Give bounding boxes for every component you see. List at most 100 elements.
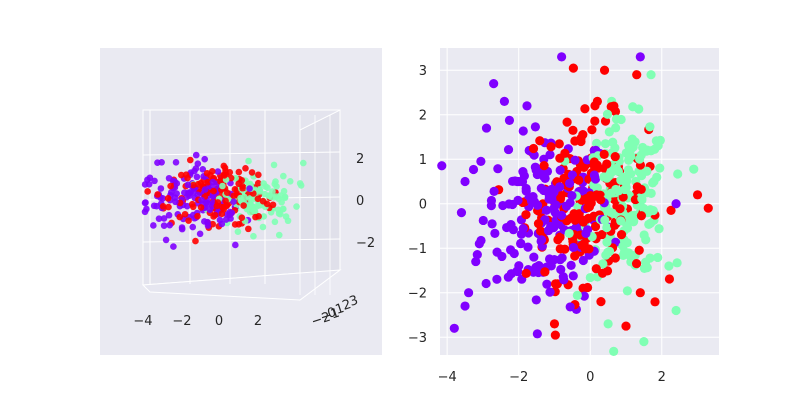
- scatter-point: [532, 169, 542, 180]
- scatter-point: [579, 239, 589, 249]
- scatter-point: [160, 215, 168, 222]
- scatter-point: [608, 208, 618, 219]
- x-tick-label: −4: [133, 314, 152, 329]
- scatter-point: [493, 164, 503, 174]
- scatter-point: [555, 232, 565, 242]
- z-tick-label: 0: [356, 194, 364, 209]
- scatter-point: [242, 165, 249, 172]
- scatter-point: [197, 204, 205, 211]
- scatter-point: [299, 159, 307, 167]
- scatter-point: [533, 218, 544, 229]
- scatter-point: [204, 178, 212, 186]
- scatter-point: [635, 288, 645, 298]
- scatter-point: [297, 182, 305, 189]
- scatter-point: [259, 223, 267, 231]
- scatter-point: [554, 139, 564, 149]
- scatter-point: [460, 301, 470, 311]
- scatter-point: [578, 186, 588, 196]
- scatter-point: [532, 329, 542, 339]
- scatter-point: [519, 171, 529, 181]
- scatter-point: [605, 169, 615, 179]
- scatter-point: [512, 266, 522, 276]
- scatter-point: [153, 202, 160, 210]
- scatter-point: [196, 230, 204, 238]
- scatter-point: [293, 203, 300, 210]
- scatter-point: [602, 159, 612, 169]
- scatter-point: [273, 183, 280, 190]
- scatter-point: [626, 169, 636, 179]
- scatter-point: [561, 201, 572, 211]
- scatter-point: [167, 182, 174, 190]
- scatter-point: [240, 202, 247, 209]
- scatter-point: [234, 228, 242, 235]
- scatter-point: [222, 216, 230, 223]
- scatter-point: [280, 187, 288, 195]
- scatter-point: [591, 264, 601, 274]
- scatter-point: [254, 179, 262, 187]
- scatter-point: [648, 178, 658, 188]
- scatter-point: [189, 181, 197, 189]
- scatter-point: [172, 159, 180, 166]
- scatter-point: [481, 278, 491, 289]
- z-tick-label: −2: [356, 236, 375, 251]
- scatter-point: [540, 173, 550, 184]
- scatter-point: [239, 184, 246, 192]
- scatter-point: [544, 194, 554, 204]
- scatter-point: [568, 63, 578, 73]
- scatter-point: [689, 164, 699, 174]
- scatter-point: [255, 213, 262, 220]
- scatter-point: [578, 255, 588, 266]
- scatter-point: [535, 136, 545, 146]
- scatter-point: [653, 141, 663, 151]
- scatter-point: [600, 116, 611, 126]
- scatter-point: [568, 242, 579, 253]
- scatter-point: [502, 222, 512, 233]
- scatter-point: [193, 173, 201, 181]
- scatter-point: [272, 193, 280, 200]
- scatter-point: [188, 200, 196, 208]
- scatter-point: [602, 109, 613, 119]
- scatter-point: [198, 196, 205, 204]
- x-tick-label: 0: [215, 314, 223, 329]
- x-tick-label: −4: [438, 370, 457, 385]
- scatter-point: [201, 155, 209, 163]
- scatter-point: [639, 337, 649, 347]
- scatter-point: [549, 319, 560, 329]
- floor-pane: [141, 269, 342, 301]
- scatter-point: [154, 191, 161, 198]
- scatter-point: [521, 183, 531, 194]
- x-tick-label: −2: [172, 314, 191, 329]
- scatter-point: [271, 218, 279, 226]
- scatter-point: [634, 154, 645, 164]
- scatter-point: [546, 142, 556, 152]
- x-tick-label: −2: [509, 370, 528, 385]
- scatter-point: [568, 271, 578, 281]
- scatter-point: [449, 323, 459, 333]
- scatter-point: [504, 199, 514, 209]
- scatter-point: [489, 78, 499, 89]
- scatter-point: [254, 195, 262, 203]
- x-tick-label: 0: [586, 370, 594, 385]
- scatter-point: [530, 122, 540, 132]
- scatter-point: [635, 52, 645, 62]
- scatter-point: [518, 126, 528, 136]
- scatter-point: [185, 217, 192, 224]
- scatter-point: [587, 125, 597, 135]
- scatter-point: [186, 156, 194, 164]
- scatter-point: [184, 181, 192, 189]
- scatter-point: [576, 214, 586, 225]
- scatter-point: [600, 215, 610, 225]
- scatter-point: [231, 185, 239, 193]
- scatter-point: [602, 222, 612, 233]
- scatter-point: [529, 150, 539, 160]
- x-tick-label: 2: [254, 314, 262, 329]
- scatter-point: [559, 275, 569, 285]
- scatter-point: [230, 192, 237, 200]
- scatter-point: [437, 161, 447, 171]
- scatter-point: [235, 168, 243, 176]
- scatter-point: [235, 220, 242, 228]
- scatter-point: [570, 251, 580, 261]
- scatter-point: [630, 137, 640, 147]
